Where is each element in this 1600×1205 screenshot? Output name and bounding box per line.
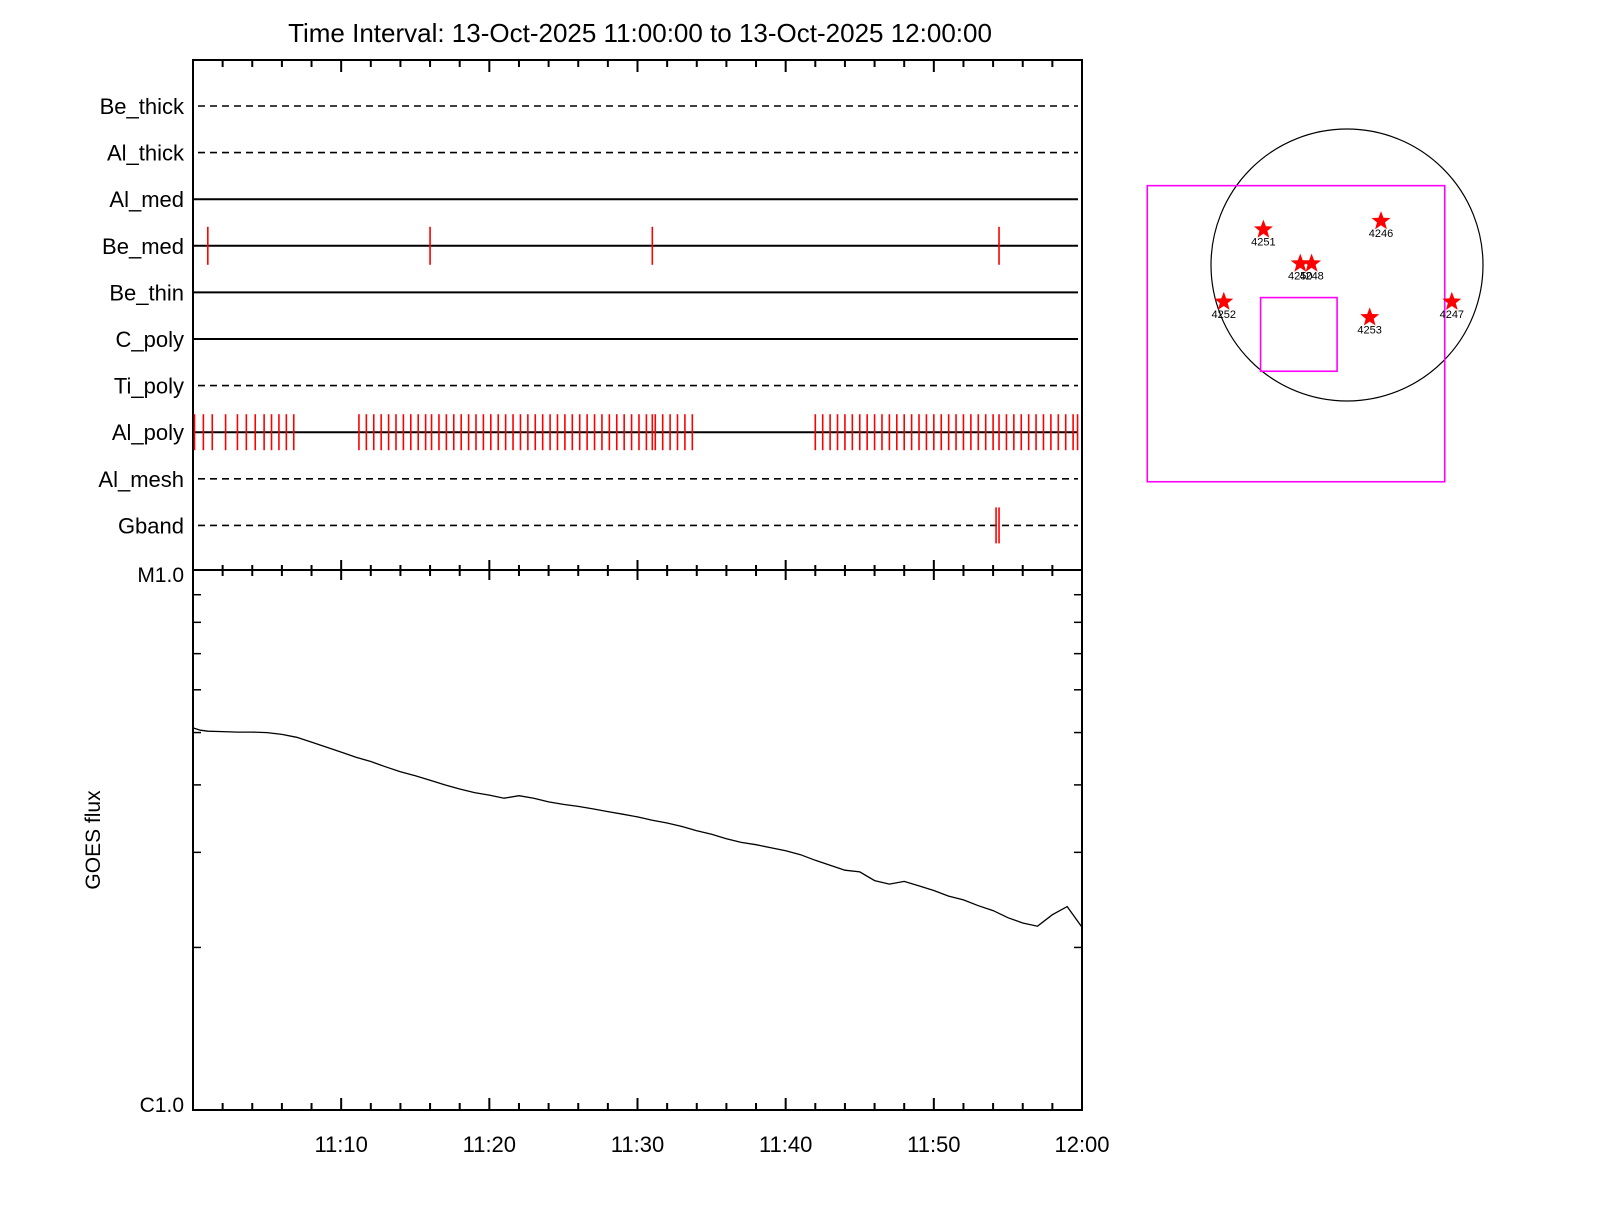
timeline-row-label: Be_thin xyxy=(109,280,184,305)
timeline-row-label: C_poly xyxy=(116,327,184,352)
goes-x-tick-label: 12:00 xyxy=(1054,1132,1109,1157)
goes-x-tick-label: 11:10 xyxy=(314,1132,367,1157)
active-region-label: 4253 xyxy=(1357,324,1381,336)
active-region-star xyxy=(1253,219,1273,238)
goes-x-tick-label: 11:20 xyxy=(463,1132,516,1157)
goes-flux-line xyxy=(192,727,1083,928)
timeline-row-label: Gband xyxy=(118,513,184,538)
active-region-label: 4248 xyxy=(1299,271,1323,283)
timeline-row-label: Be_med xyxy=(102,234,184,259)
active-region-label: 4247 xyxy=(1440,309,1464,321)
goes-flux-panel: 11:10 11:20 11:30 11:40 11:50 12:00 M1.0 C1.0 xyxy=(137,560,1110,1157)
goes-x-tick-label: 11:30 xyxy=(611,1132,664,1157)
active-region-label: 4251 xyxy=(1251,237,1275,249)
timeline-row-label: Al_mesh xyxy=(98,467,184,492)
active-region-star xyxy=(1371,211,1391,230)
active-region-star xyxy=(1290,253,1310,272)
timeline-row-label: Al_med xyxy=(109,187,184,212)
timeline-row-label: Al_thick xyxy=(107,141,185,166)
active-region-star xyxy=(1302,253,1322,272)
goes-frame xyxy=(192,569,1083,1111)
timeline-panel: Be_thick Al_thick Al_med Be_med Be_thin C_pol… xyxy=(98,59,1083,571)
active-region-star xyxy=(1442,291,1462,310)
goes-ylabel: GOES flux xyxy=(82,790,105,890)
goes-y-tick-label: M1.0 xyxy=(137,564,184,587)
active-region-label: 4252 xyxy=(1212,309,1236,321)
solar-disk-limb xyxy=(1210,128,1484,402)
active-region-label: 4246 xyxy=(1369,228,1393,240)
timeline-row-label: Ti_poly xyxy=(114,374,184,399)
field-of-view-box xyxy=(1259,296,1338,373)
plot-title: Time Interval: 13-Oct-2025 11:00:00 to 1… xyxy=(288,18,992,48)
timeline-row-label: Al_poly xyxy=(112,420,184,445)
timeline-row-label: Be_thick xyxy=(100,94,185,119)
active-region-label: 4250 xyxy=(1288,271,1312,283)
active-region-star xyxy=(1214,291,1234,310)
goes-x-tick-label: 11:50 xyxy=(907,1132,960,1157)
active-region-star xyxy=(1360,307,1380,326)
field-of-view-box xyxy=(1146,184,1446,483)
goes-y-tick-label: C1.0 xyxy=(140,1094,184,1117)
goes-x-tick-label: 11:40 xyxy=(759,1132,812,1157)
timeline-frame xyxy=(192,59,1083,571)
